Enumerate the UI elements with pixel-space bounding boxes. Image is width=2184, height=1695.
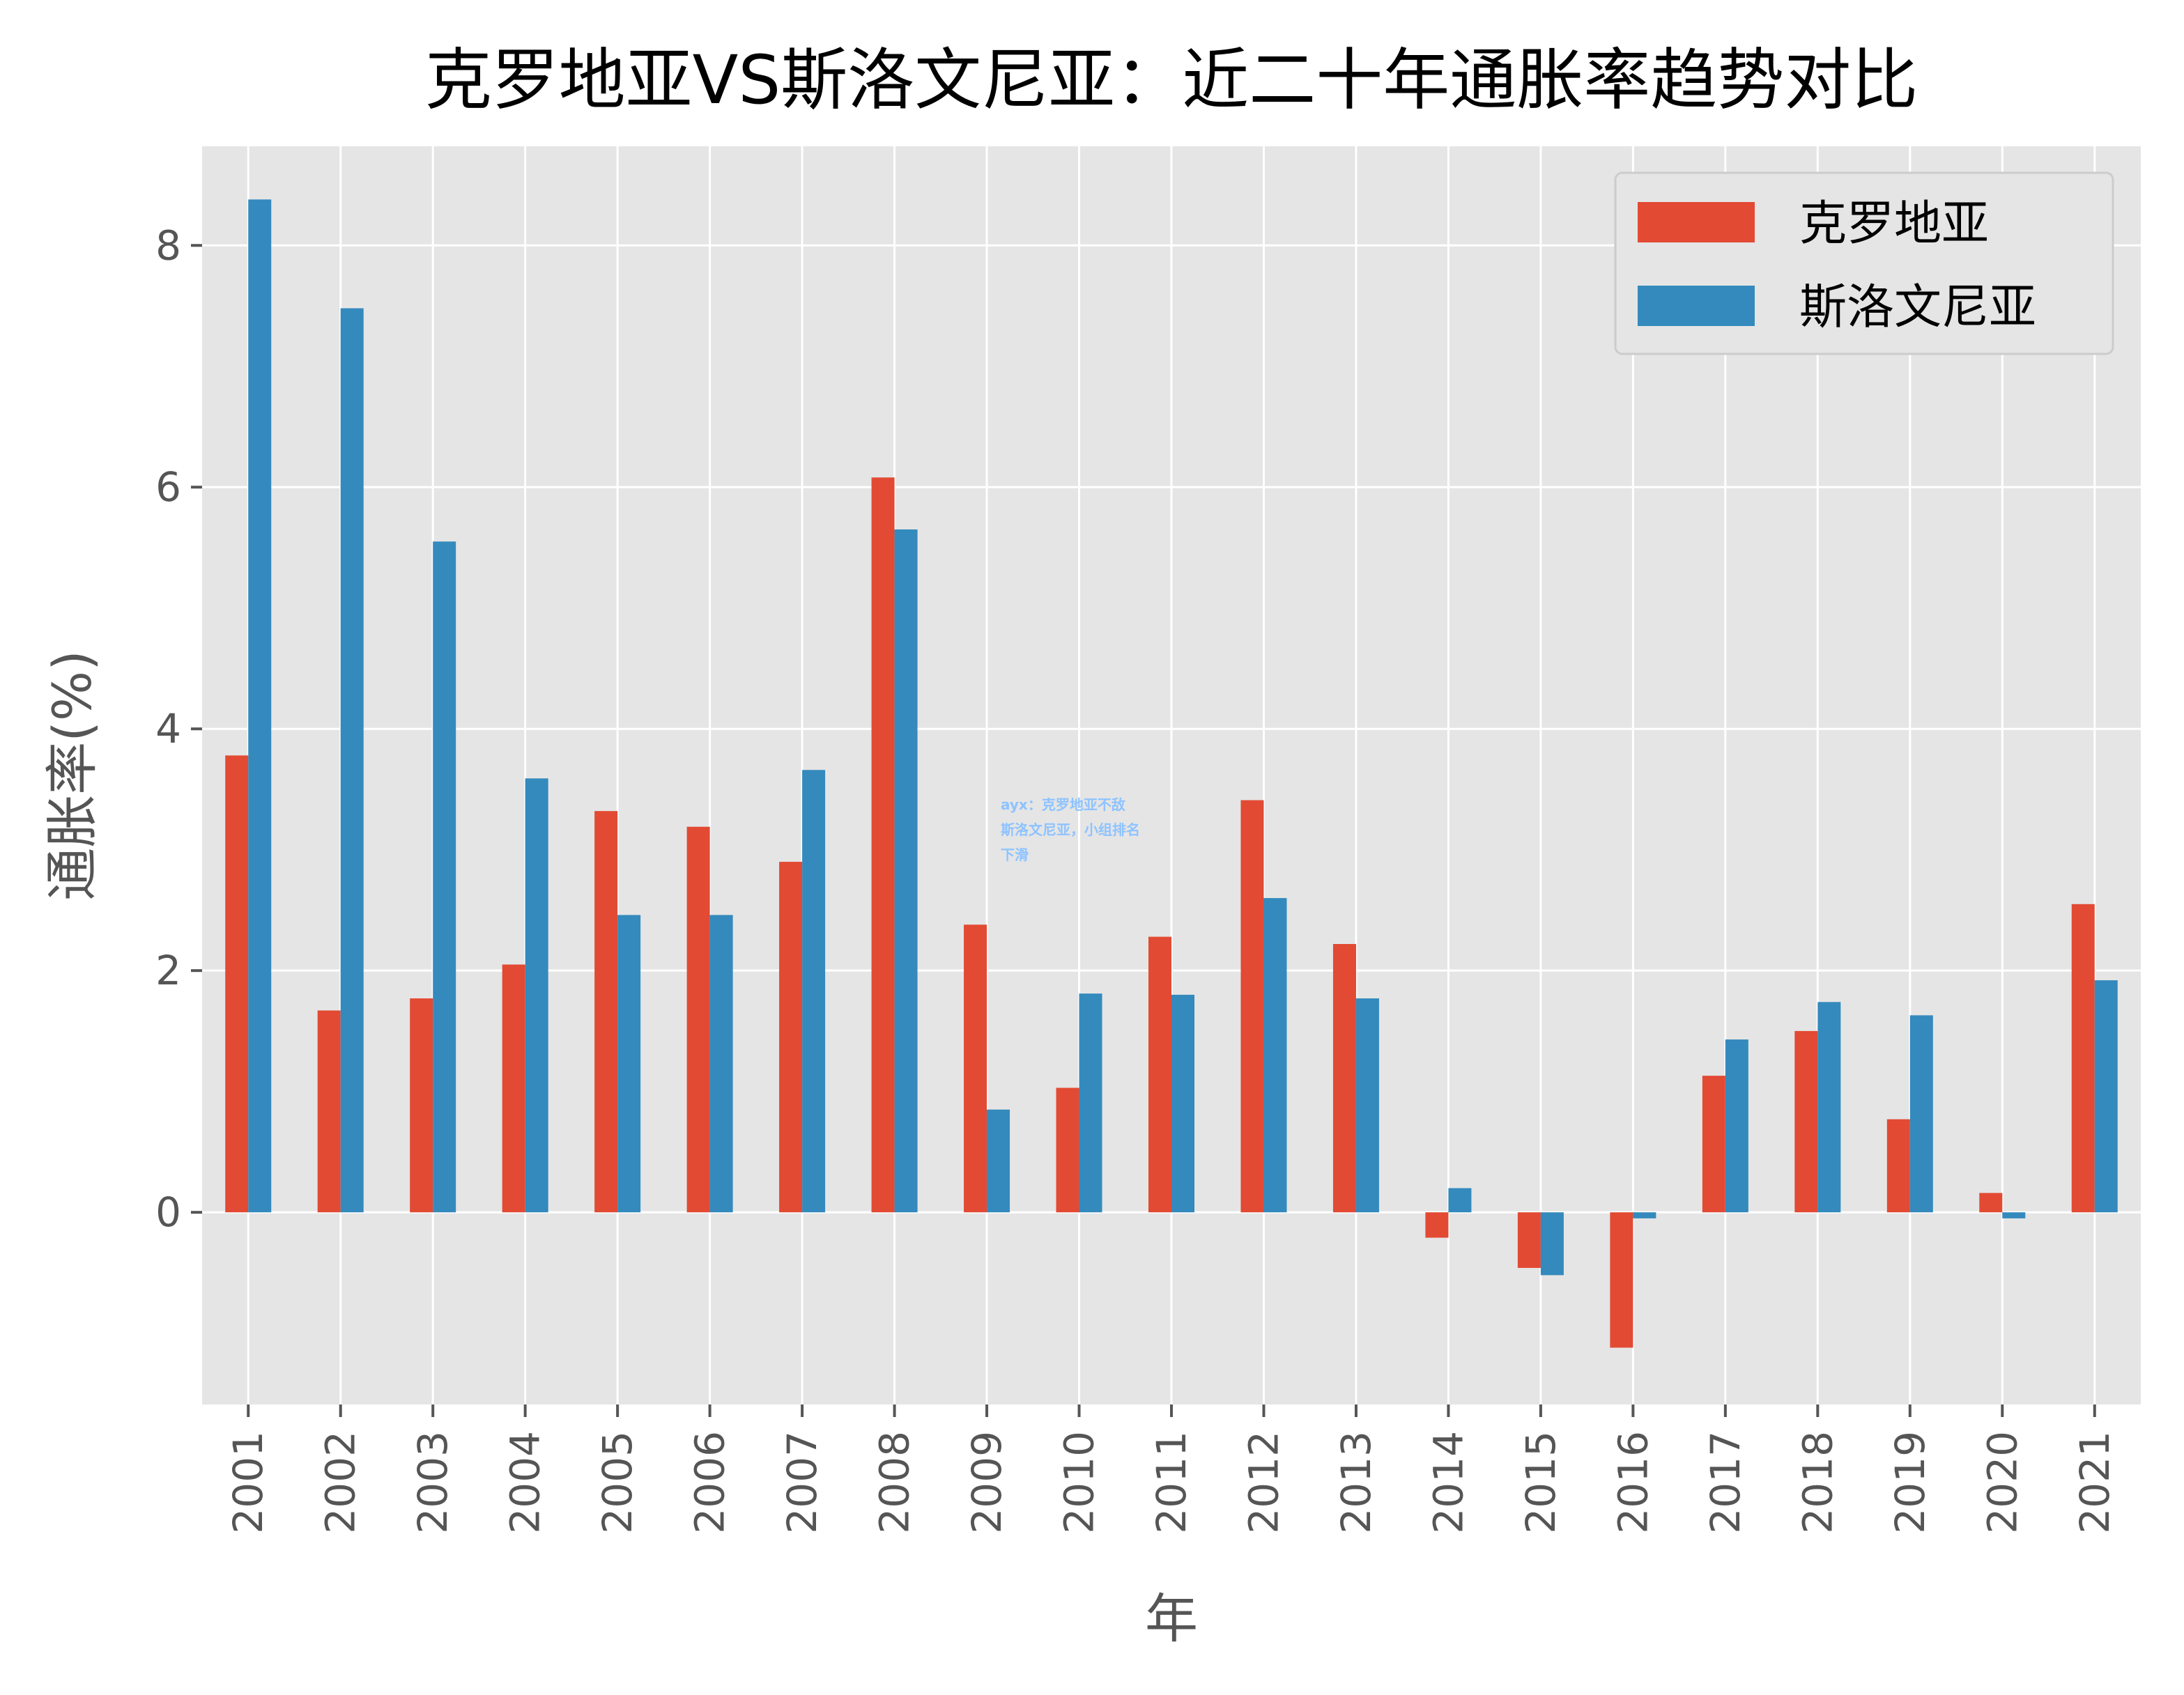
bar-slovenia-2017 [1725, 1039, 1748, 1213]
x-tick-label: 2007 [778, 1431, 826, 1534]
watermark-line-1: ayx：克罗地亚不敌 [1001, 796, 1125, 813]
bar-slovenia-2015 [1540, 1212, 1564, 1276]
watermark-line-2: 斯洛文尼亚，小组排名 [1001, 821, 1140, 838]
bar-slovenia-2006 [709, 915, 733, 1213]
x-tick-label: 2016 [1609, 1431, 1656, 1534]
bar-slovenia-2014 [1448, 1188, 1472, 1213]
x-axis: 2001 2002 2003 2004 2005 2006 2007 2008 2009 2010… [224, 1404, 2118, 1534]
y-tick-label: 8 [155, 222, 181, 269]
bar-slovenia-2009 [987, 1109, 1010, 1213]
y-axis: 0 2 4 6 8 [155, 222, 202, 1236]
bar-slovenia-2016 [1633, 1212, 1656, 1218]
bar-slovenia-2018 [1817, 1002, 1841, 1213]
x-tick-label: 2012 [1240, 1431, 1287, 1534]
bar-croatia-2011 [1148, 936, 1171, 1213]
bar-slovenia-2001 [248, 199, 272, 1213]
bar-croatia-2015 [1517, 1212, 1541, 1268]
chart-title: 克罗地亚VS斯洛文尼亚：近二十年通胀率趋势对比 [425, 41, 1918, 119]
x-tick-label: 2020 [1978, 1431, 2026, 1534]
legend: 克罗地亚 斯洛文尼亚 [1614, 171, 2114, 355]
bar-croatia-2014 [1425, 1212, 1449, 1238]
bar-croatia-2007 [779, 862, 803, 1213]
bar-slovenia-2012 [1263, 898, 1287, 1213]
x-tick-label: 2008 [871, 1431, 918, 1534]
bar-slovenia-2008 [894, 529, 918, 1213]
legend-swatch-slovenia [1638, 286, 1755, 326]
bar-croatia-2016 [1610, 1212, 1633, 1348]
bar-croatia-2012 [1240, 800, 1264, 1213]
bar-slovenia-2021 [2094, 980, 2118, 1213]
bar-slovenia-2005 [617, 915, 641, 1213]
x-tick-label: 2002 [317, 1431, 364, 1534]
bar-croatia-2019 [1886, 1119, 1910, 1213]
x-tick-label: 2006 [686, 1431, 734, 1534]
bars-group [225, 199, 2118, 1348]
bar-croatia-2004 [502, 964, 525, 1213]
x-tick-label: 2013 [1332, 1431, 1380, 1534]
x-tick-label: 2010 [1056, 1431, 1103, 1534]
y-axis-label: 通胀率(%) [41, 650, 103, 901]
x-tick-label: 2005 [594, 1431, 641, 1534]
bar-croatia-2013 [1332, 944, 1356, 1213]
x-tick-label: 2014 [1424, 1431, 1472, 1534]
bar-croatia-2021 [2071, 904, 2095, 1213]
bar-croatia-2006 [686, 826, 710, 1213]
bar-croatia-2009 [964, 924, 987, 1213]
bar-croatia-2017 [1702, 1076, 1725, 1213]
y-tick-label: 4 [155, 705, 181, 752]
bar-croatia-2020 [1979, 1193, 2003, 1213]
bar-croatia-2005 [594, 811, 618, 1213]
bar-slovenia-2011 [1171, 994, 1194, 1213]
bar-croatia-2003 [410, 998, 433, 1213]
x-tick-label: 2019 [1886, 1431, 1934, 1534]
x-tick-label: 2011 [1148, 1431, 1195, 1534]
bar-slovenia-2007 [802, 770, 826, 1213]
legend-swatch-croatia [1638, 202, 1755, 242]
bar-slovenia-2003 [433, 541, 456, 1213]
x-tick-label: 2018 [1794, 1431, 1841, 1534]
x-tick-label: 2017 [1702, 1431, 1749, 1534]
bar-slovenia-2004 [525, 778, 548, 1213]
x-axis-label: 年 [1145, 1588, 1198, 1650]
bar-slovenia-2019 [1909, 1015, 1933, 1213]
bar-croatia-2018 [1794, 1030, 1818, 1213]
y-tick-label: 0 [155, 1189, 181, 1236]
watermark-line-3: 下滑 [1001, 846, 1029, 863]
bar-slovenia-2020 [2002, 1212, 2026, 1218]
bar-croatia-2010 [1056, 1088, 1079, 1213]
x-tick-label: 2009 [963, 1431, 1010, 1534]
x-tick-label: 2021 [2071, 1431, 2118, 1534]
watermark: ayx：克罗地亚不敌 斯洛文尼亚，小组排名 下滑 [1001, 796, 1140, 863]
bar-slovenia-2010 [1079, 993, 1102, 1213]
x-tick-label: 2004 [502, 1431, 549, 1534]
legend-label-slovenia: 斯洛文尼亚 [1799, 280, 2036, 335]
bar-croatia-2002 [317, 1010, 341, 1213]
bar-slovenia-2002 [340, 308, 364, 1213]
x-tick-label: 2015 [1517, 1431, 1564, 1534]
y-tick-label: 2 [155, 947, 181, 994]
bar-slovenia-2013 [1355, 998, 1379, 1213]
bar-croatia-2008 [871, 477, 895, 1213]
x-tick-label: 2001 [224, 1431, 272, 1534]
y-tick-label: 6 [155, 463, 181, 511]
x-tick-label: 2003 [409, 1431, 456, 1534]
legend-label-croatia: 克罗地亚 [1799, 196, 1989, 251]
bar-croatia-2001 [225, 755, 249, 1213]
